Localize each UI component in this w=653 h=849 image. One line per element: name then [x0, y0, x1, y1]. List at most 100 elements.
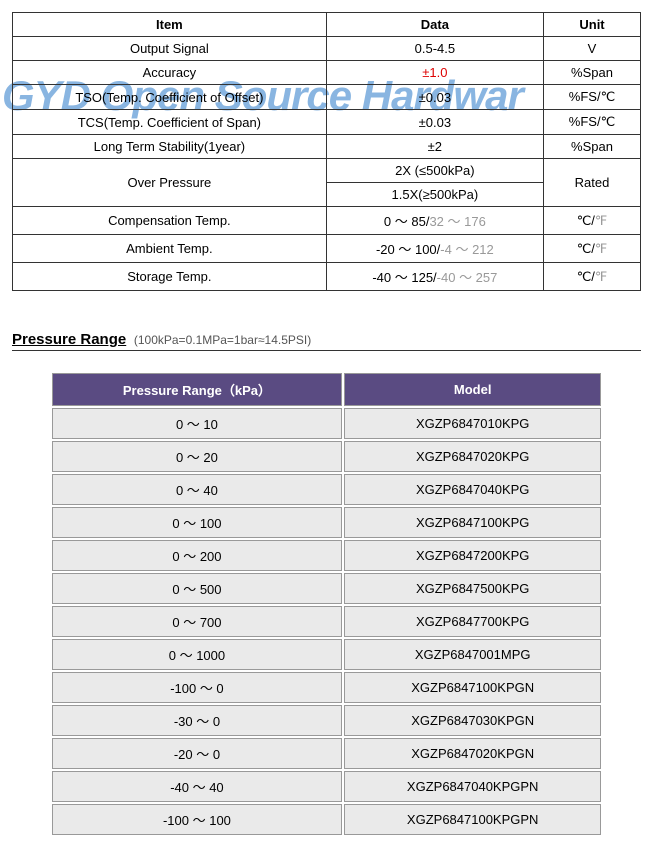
range-row: 0 ～ 10XGZP6847010KPG — [52, 408, 602, 439]
range-row: 0 ～ 200XGZP6847200KPG — [52, 540, 602, 571]
row-tcs: TCS(Temp. Coefficient of Span) ±0.03 %FS… — [13, 110, 641, 135]
row-tso: TSO(Temp. Coefficient of Offset) ±0.03 %… — [13, 85, 641, 110]
range-cell-model: XGZP6847200KPG — [344, 540, 601, 571]
cell-unit: %Span — [544, 135, 641, 159]
unit-b: ℉ — [595, 241, 607, 256]
section-divider — [12, 350, 641, 351]
range-row: 0 ～ 40XGZP6847040KPG — [52, 474, 602, 505]
range-cell-model: XGZP6847001MPG — [344, 639, 601, 670]
range-row: 0 ～ 700XGZP6847700KPG — [52, 606, 602, 637]
row-compensation: Compensation Temp. 0 ～ 85/32 ～ 176 ℃/℉ — [13, 207, 641, 235]
pressure-range-title: Pressure Range — [12, 331, 126, 348]
cell-item: Ambient Temp. — [13, 235, 327, 263]
range-cell-range: 0 ～ 700 — [52, 606, 342, 637]
cell-unit: ℃/℉ — [544, 235, 641, 263]
cell-data: -40 ～ 125/-40 ～ 257 — [326, 263, 543, 291]
cell-unit: Rated — [544, 159, 641, 207]
unit-a: ℃/ — [577, 241, 595, 256]
cell-item: Over Pressure — [13, 159, 327, 207]
cell-item: Accuracy — [13, 61, 327, 85]
val-a: -20 ～ 100/ — [376, 242, 440, 257]
cell-unit: %FS/℃ — [544, 110, 641, 135]
cell-unit: ℃/℉ — [544, 263, 641, 291]
range-header-model: Model — [344, 373, 601, 406]
range-row: 0 ～ 1000XGZP6847001MPG — [52, 639, 602, 670]
range-cell-model: XGZP6847040KPGPN — [344, 771, 601, 802]
range-cell-model: XGZP6847020KPGN — [344, 738, 601, 769]
range-row: -20 ～ 0XGZP6847020KPGN — [52, 738, 602, 769]
range-row: -40 ～ 40XGZP6847040KPGPN — [52, 771, 602, 802]
range-cell-range: 0 ～ 500 — [52, 573, 342, 604]
cell-data: 0 ～ 85/32 ～ 176 — [326, 207, 543, 235]
range-cell-range: -40 ～ 40 — [52, 771, 342, 802]
range-row: 0 ～ 100XGZP6847100KPG — [52, 507, 602, 538]
cell-item: Compensation Temp. — [13, 207, 327, 235]
spec-table-wrap: GYD Open Source Hardwar Item Data Unit O… — [12, 12, 641, 291]
cell-item: Storage Temp. — [13, 263, 327, 291]
range-row: 0 ～ 20XGZP6847020KPG — [52, 441, 602, 472]
range-row: 0 ～ 500XGZP6847500KPG — [52, 573, 602, 604]
range-cell-model: XGZP6847500KPG — [344, 573, 601, 604]
unit-a: ℃/ — [577, 269, 595, 284]
row-storage: Storage Temp. -40 ～ 125/-40 ～ 257 ℃/℉ — [13, 263, 641, 291]
range-cell-range: 0 ～ 100 — [52, 507, 342, 538]
row-long-term: Long Term Stability(1year) ±2 %Span — [13, 135, 641, 159]
spec-header-row: Item Data Unit — [13, 13, 641, 37]
val-b: 32 ～ 176 — [429, 214, 485, 229]
range-cell-range: 0 ～ 10 — [52, 408, 342, 439]
cell-data: ±2 — [326, 135, 543, 159]
range-cell-range: 0 ～ 200 — [52, 540, 342, 571]
cell-data: -20 ～ 100/-4 ～ 212 — [326, 235, 543, 263]
range-cell-range: 0 ～ 40 — [52, 474, 342, 505]
cell-data: ±1.0 — [326, 61, 543, 85]
spec-header-data: Data — [326, 13, 543, 37]
cell-data: ±0.03 — [326, 85, 543, 110]
range-cell-model: XGZP6847700KPG — [344, 606, 601, 637]
range-cell-model: XGZP6847100KPGPN — [344, 804, 601, 835]
cell-data: 1.5X(≥500kPa) — [326, 183, 543, 207]
range-cell-range: 0 ～ 1000 — [52, 639, 342, 670]
range-cell-range: -20 ～ 0 — [52, 738, 342, 769]
cell-item: TSO(Temp. Coefficient of Offset) — [13, 85, 327, 110]
cell-data: 0.5-4.5 — [326, 37, 543, 61]
cell-item: Output Signal — [13, 37, 327, 61]
range-cell-range: -100 ～ 100 — [52, 804, 342, 835]
row-output-signal: Output Signal 0.5-4.5 V — [13, 37, 641, 61]
range-cell-model: XGZP6847030KPGN — [344, 705, 601, 736]
spec-header-item: Item — [13, 13, 327, 37]
unit-b: ℉ — [595, 213, 607, 228]
unit-b: ℉ — [595, 269, 607, 284]
range-header-range: Pressure Range（kPa） — [52, 373, 342, 406]
range-row: -30 ～ 0XGZP6847030KPGN — [52, 705, 602, 736]
range-cell-model: XGZP6847020KPG — [344, 441, 601, 472]
cell-item: TCS(Temp. Coefficient of Span) — [13, 110, 327, 135]
spec-table: Item Data Unit Output Signal 0.5-4.5 V A… — [12, 12, 641, 291]
pressure-range-subtitle: (100kPa=0.1MPa=1bar≈14.5PSI) — [134, 333, 311, 347]
pressure-range-table: Pressure Range（kPa） Model 0 ～ 10XGZP6847… — [50, 371, 604, 837]
range-header-row: Pressure Range（kPa） Model — [52, 373, 602, 406]
val-b: -4 ～ 212 — [440, 242, 493, 257]
pressure-range-heading: Pressure Range (100kPa=0.1MPa=1bar≈14.5P… — [12, 331, 641, 348]
range-row: -100 ～ 0XGZP6847100KPGN — [52, 672, 602, 703]
val-b: -40 ～ 257 — [437, 270, 498, 285]
cell-data: ±0.03 — [326, 110, 543, 135]
cell-unit: ℃/℉ — [544, 207, 641, 235]
unit-a: ℃/ — [577, 213, 595, 228]
row-accuracy: Accuracy ±1.0 %Span — [13, 61, 641, 85]
cell-unit: %Span — [544, 61, 641, 85]
cell-data: 2X (≤500kPa) — [326, 159, 543, 183]
range-cell-range: 0 ～ 20 — [52, 441, 342, 472]
val-a: -40 ～ 125/ — [372, 270, 436, 285]
range-cell-range: -30 ～ 0 — [52, 705, 342, 736]
range-cell-range: -100 ～ 0 — [52, 672, 342, 703]
row-over-pressure-1: Over Pressure 2X (≤500kPa) Rated — [13, 159, 641, 183]
spec-header-unit: Unit — [544, 13, 641, 37]
cell-unit: V — [544, 37, 641, 61]
range-cell-model: XGZP6847100KPGN — [344, 672, 601, 703]
range-cell-model: XGZP6847040KPG — [344, 474, 601, 505]
val-a: 0 ～ 85/ — [384, 214, 430, 229]
range-row: -100 ～ 100XGZP6847100KPGPN — [52, 804, 602, 835]
cell-unit: %FS/℃ — [544, 85, 641, 110]
range-cell-model: XGZP6847100KPG — [344, 507, 601, 538]
range-cell-model: XGZP6847010KPG — [344, 408, 601, 439]
